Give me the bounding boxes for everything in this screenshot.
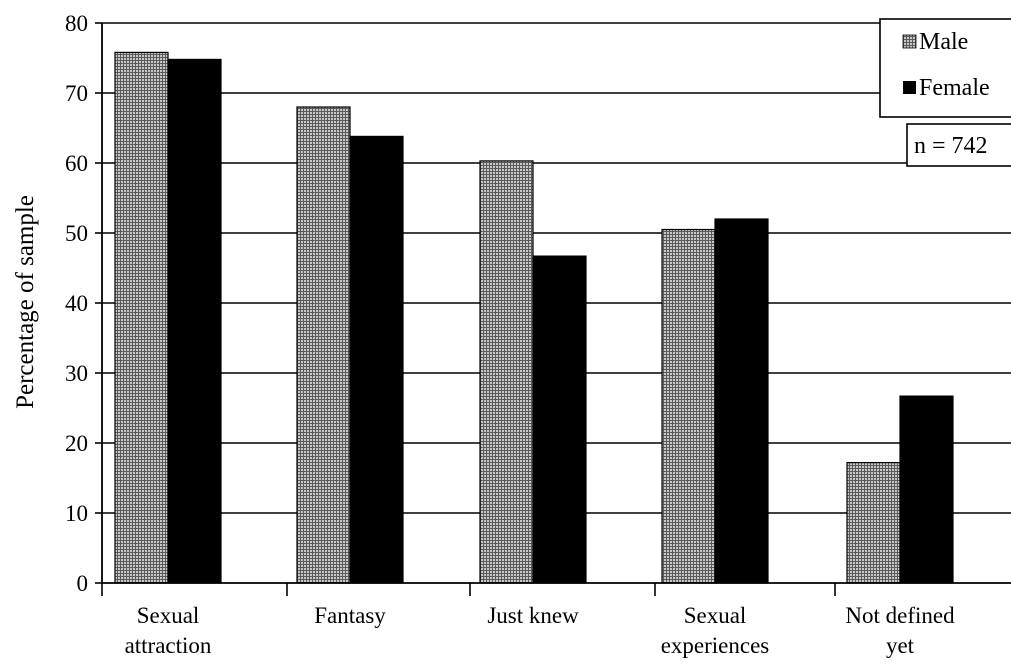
sample-size-frame	[906, 123, 1011, 167]
bar-male-0	[114, 51, 169, 584]
y-tick-label: 0	[77, 571, 89, 596]
bar-male-2	[479, 160, 534, 584]
bar-female-1	[349, 135, 404, 584]
bar-male-1	[296, 106, 351, 584]
sample-size-box: n = 742	[906, 123, 1011, 167]
x-category-label: yet	[886, 633, 915, 658]
sample-size-label: n = 742	[914, 133, 988, 159]
x-category-label: Just knew	[487, 603, 579, 628]
legend: Male Female	[879, 18, 1011, 118]
bar-female-3	[714, 218, 769, 584]
y-tick-label: 60	[65, 151, 88, 176]
x-category-label: Sexual	[684, 603, 747, 628]
legend-box	[879, 18, 1011, 118]
bar-female-4	[899, 395, 954, 584]
x-category-labels: Sexual attraction Fantasy Just knew Sexual ex…	[125, 603, 956, 658]
bar-female-0	[167, 58, 222, 584]
x-category-label: experiences	[661, 633, 770, 658]
y-tick-labels: 0 10 20 30 40 50 60 70 80	[65, 11, 88, 596]
y-tick-label: 50	[65, 221, 88, 246]
x-category-label: Not defined	[845, 603, 955, 628]
axes	[95, 22, 1011, 596]
y-tick-label: 40	[65, 291, 88, 316]
y-tick-label: 20	[65, 431, 88, 456]
bar-female-2	[532, 255, 587, 584]
legend-male-label: Male	[919, 29, 968, 55]
legend-female-label: Female	[919, 75, 990, 101]
bar-male-4	[846, 462, 901, 584]
y-tick-label: 80	[65, 11, 88, 36]
y-tick-label: 10	[65, 501, 88, 526]
y-axis-label: Percentage of sample	[12, 195, 39, 409]
y-tick-label: 30	[65, 361, 88, 386]
x-category-label: Fantasy	[314, 603, 386, 628]
x-category-label: attraction	[125, 633, 212, 658]
legend-female-swatch	[903, 81, 916, 94]
legend-male-swatch	[902, 34, 917, 49]
x-category-label: Sexual	[137, 603, 200, 628]
bars	[114, 51, 954, 584]
y-tick-label: 70	[65, 81, 88, 106]
bar-male-3	[661, 228, 716, 584]
